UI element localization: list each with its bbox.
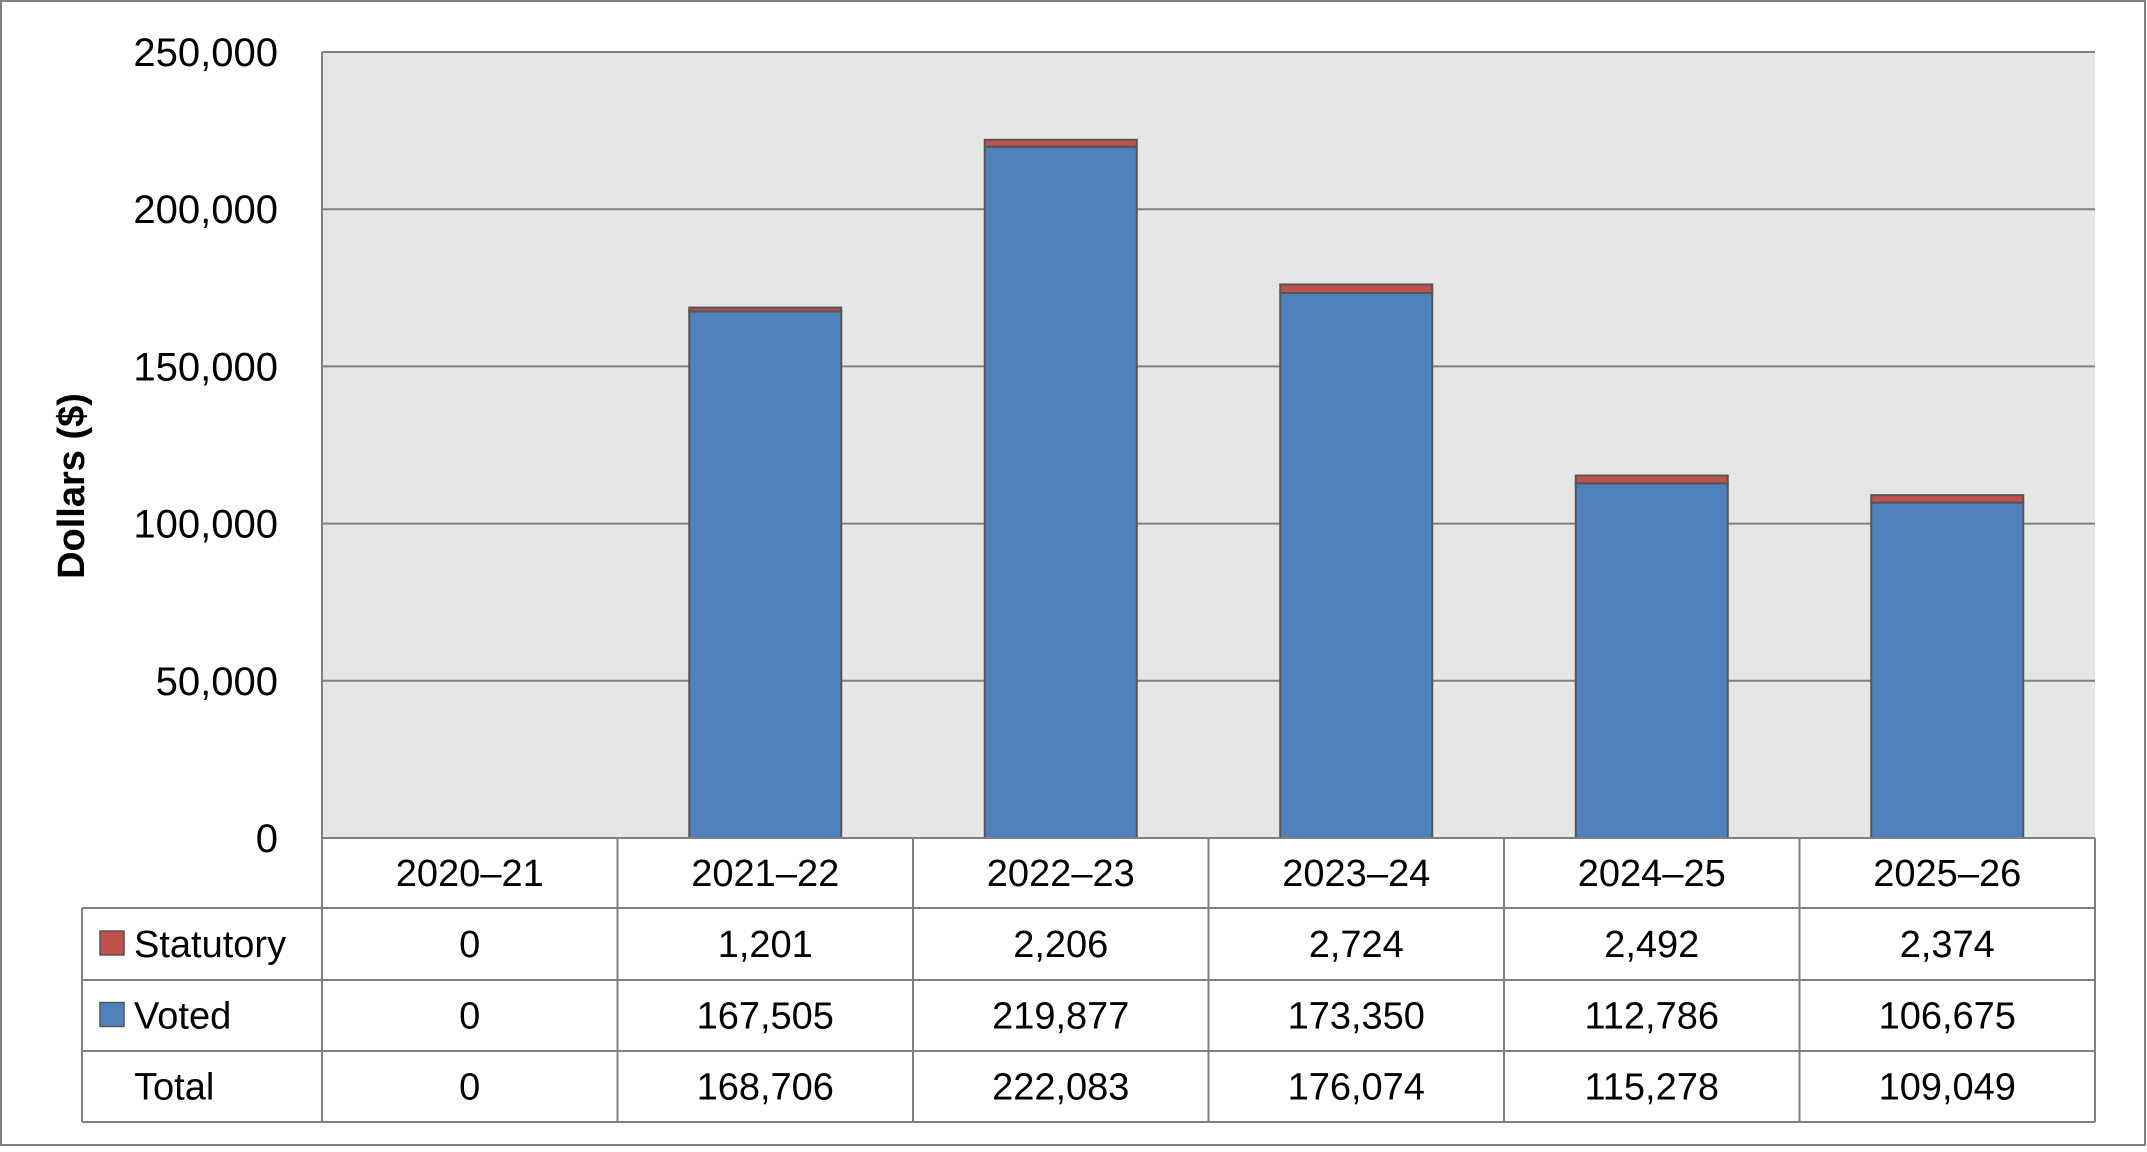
- table-cell-voted: 173,350: [1288, 996, 1425, 1038]
- table-cell-statutory: 2,724: [1309, 924, 1404, 966]
- legend-key-statutory: [99, 930, 125, 956]
- category-label: 2022–23: [987, 853, 1135, 895]
- y-axis-ticks: 0 50,000 100,000 150,000 200,000 250,000: [133, 31, 278, 861]
- bar-voted: [1279, 291, 1434, 839]
- table-cell-voted: 112,786: [1584, 996, 1719, 1038]
- y-tick-label: 0: [256, 817, 278, 861]
- bar-statutory: [1279, 283, 1434, 294]
- table-cell-total: 115,278: [1584, 1067, 1719, 1109]
- table-cell-total: 222,083: [992, 1067, 1129, 1109]
- legend-label-statutory: Statutory: [134, 924, 286, 966]
- plot-area: [322, 52, 2095, 838]
- total-row-label: Total: [134, 1067, 214, 1109]
- table-cell-statutory: 2,206: [1013, 924, 1108, 966]
- bar-statutory: [1870, 494, 2025, 504]
- y-tick-label: 200,000: [133, 188, 278, 232]
- y-tick-label: 100,000: [133, 503, 278, 547]
- bar-voted: [1870, 501, 2025, 839]
- table-cell-voted: 106,675: [1879, 996, 2016, 1038]
- bar-voted: [983, 145, 1138, 839]
- y-tick-label: 250,000: [133, 31, 278, 75]
- legend-label-voted: Voted: [134, 996, 231, 1038]
- bar-voted: [688, 310, 843, 840]
- category-label: 2020–21: [396, 853, 544, 895]
- bars: [688, 138, 2025, 840]
- table-cell-statutory: 0: [459, 924, 480, 966]
- category-label: 2025–26: [1873, 853, 2021, 895]
- category-label: 2021–22: [691, 853, 839, 895]
- bar-voted: [1574, 482, 1729, 839]
- y-tick-label: 50,000: [156, 660, 278, 704]
- bar-statutory: [983, 138, 1138, 148]
- table-cell-statutory: 1,201: [718, 924, 813, 966]
- table-cell-statutory: 2,374: [1900, 924, 1995, 966]
- bar-statutory: [1574, 474, 1729, 485]
- legend-key-voted: [99, 1001, 125, 1028]
- bar-statutory: [688, 306, 843, 313]
- table-cell-voted: 219,877: [992, 996, 1129, 1038]
- y-axis-title: Dollars ($): [51, 393, 93, 579]
- plot-background: [322, 52, 2095, 838]
- table-cell-total: 168,706: [697, 1067, 834, 1109]
- table-cell-total: 109,049: [1879, 1067, 2016, 1109]
- table-cell-voted: 167,505: [697, 996, 834, 1038]
- y-tick-label: 150,000: [133, 345, 278, 389]
- table-cell-voted: 0: [459, 996, 480, 1038]
- data-table: 2020–21 2021–22 2022–23 2023–24 2024–25 2025–…: [81, 837, 2096, 1123]
- table-cell-total: 176,074: [1288, 1067, 1425, 1109]
- table-cell-statutory: 2,492: [1604, 924, 1699, 966]
- category-label: 2024–25: [1578, 853, 1726, 895]
- table-cell-total: 0: [459, 1067, 480, 1109]
- category-label: 2023–24: [1282, 853, 1430, 895]
